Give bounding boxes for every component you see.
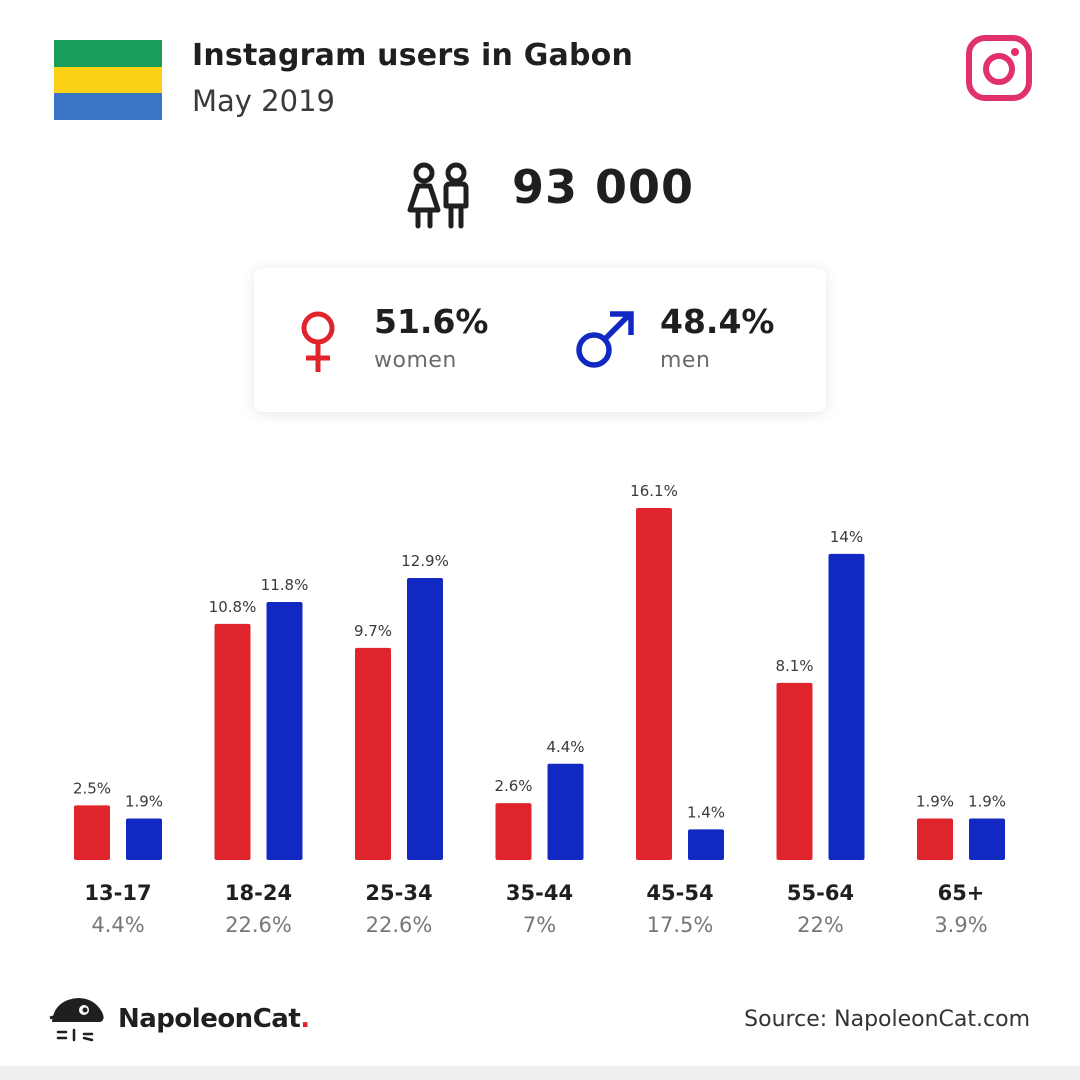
data-label-women-65+: 1.9% [916, 792, 954, 810]
bar-women-45-54 [636, 508, 672, 860]
category-label-18-24: 18-24 [225, 881, 292, 905]
bar-men-65+ [969, 818, 1005, 860]
napoleoncat-logo-icon [49, 998, 104, 1042]
gender-card: 51.6% women 48.4% men [254, 268, 826, 412]
category-total-35-44: 7% [523, 913, 556, 937]
male-icon [576, 311, 634, 368]
data-label-men-25-34: 12.9% [401, 552, 449, 570]
category-label-55-64: 55-64 [787, 881, 854, 905]
data-label-men-13-17: 1.9% [125, 792, 163, 810]
bar-women-13-17 [74, 805, 110, 860]
category-label-25-34: 25-34 [365, 881, 432, 905]
bar-men-35-44 [547, 763, 584, 860]
category-label-45-54: 45-54 [646, 881, 713, 905]
instagram-icon [966, 35, 1032, 101]
data-label-men-35-44: 4.4% [546, 738, 584, 756]
gabon-flag [54, 40, 162, 120]
men-label: men [660, 348, 711, 373]
category-total-25-34: 22.6% [366, 913, 433, 937]
page-subtitle: May 2019 [192, 84, 335, 118]
data-label-men-45-54: 1.4% [687, 803, 725, 821]
bar-men-18-24 [266, 602, 303, 860]
category-total-45-54: 17.5% [647, 913, 714, 937]
bar-women-65+ [917, 818, 953, 860]
category-label-13-17: 13-17 [84, 881, 151, 905]
data-label-women-35-44: 2.6% [494, 777, 532, 795]
women-percentage: 51.6% [374, 302, 489, 341]
brand-dot: . [300, 1004, 310, 1034]
category-total-13-17: 4.4% [91, 913, 144, 937]
flag-stripe-green [54, 40, 162, 67]
age-gender-bar-chart: 2.5% 1.9% 13-17 4.4% 10.8%11.8% 18-24 22.6% 9.7… [73, 482, 1006, 937]
category-label-35-44: 35-44 [506, 881, 573, 905]
data-label-men-55-64: 14% [830, 528, 863, 546]
bar-women-25-34 [355, 647, 391, 860]
bar-women-55-64 [776, 682, 813, 860]
data-label-women-13-17: 2.5% [73, 779, 111, 797]
category-label-65+: 65+ [938, 881, 985, 905]
brand-name: NapoleonCat. [118, 1004, 310, 1034]
footer-strip [0, 1066, 1080, 1080]
page-title: Instagram users in Gabon [192, 38, 634, 73]
men-percentage: 48.4% [660, 302, 775, 341]
flag-stripe-yellow [54, 66, 162, 94]
bar-men-25-34 [407, 577, 443, 860]
category-total-18-24: 22.6% [225, 913, 292, 937]
bar-women-18-24 [214, 623, 251, 860]
users-icon [407, 162, 469, 229]
bar-men-13-17 [126, 818, 162, 860]
category-total-65+: 3.9% [934, 913, 987, 937]
data-label-men-65+: 1.9% [968, 792, 1006, 810]
source-text: Source: NapoleonCat.com [744, 1007, 1030, 1032]
bar-women-35-44 [495, 803, 532, 860]
female-icon [301, 311, 335, 372]
data-label-men-18-24: 11.8% [261, 576, 309, 594]
flag-stripe-blue [54, 93, 162, 120]
total-users: 93 000 [512, 160, 695, 214]
data-label-women-55-64: 8.1% [775, 657, 813, 675]
bar-men-45-54 [688, 829, 724, 860]
data-label-women-45-54: 16.1% [630, 482, 678, 500]
data-label-women-18-24: 10.8% [209, 598, 257, 616]
brand-name-text: NapoleonCat [118, 1004, 301, 1034]
category-total-55-64: 22% [797, 913, 844, 937]
data-label-women-25-34: 9.7% [354, 622, 392, 640]
bar-men-55-64 [828, 553, 865, 860]
women-label: women [374, 348, 457, 373]
